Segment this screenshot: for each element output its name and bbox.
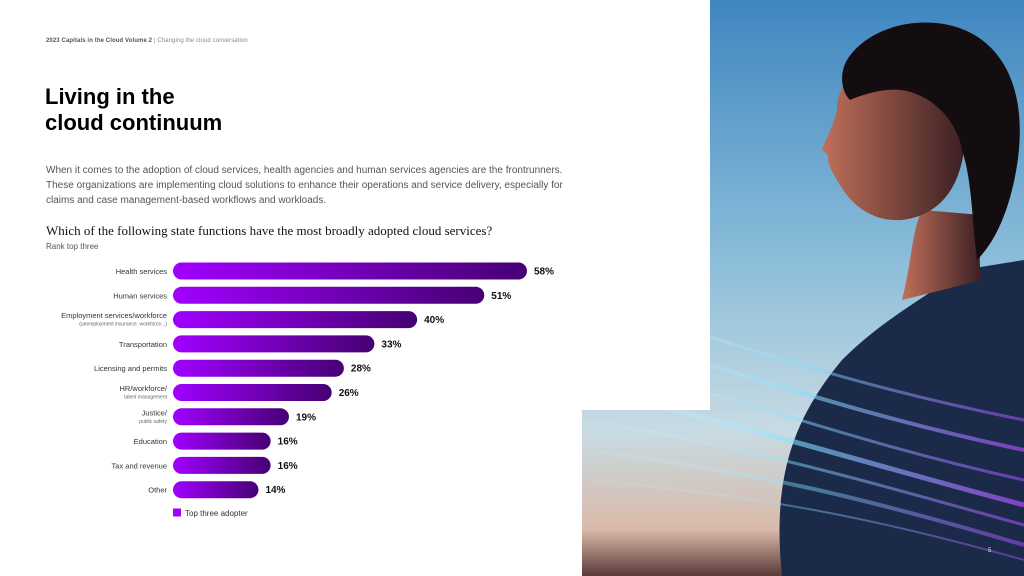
page-title-line2: cloud continuum	[45, 110, 223, 135]
value-label-4: 28%	[351, 364, 371, 375]
category-label-5-line1: talent management	[124, 395, 167, 401]
category-label-6-line1: public safety	[139, 419, 167, 425]
category-label-6-line0: Justice/	[142, 408, 168, 417]
report-subtitle: Changing the cloud conversation	[157, 38, 248, 44]
bar-3	[173, 335, 375, 353]
figure-neck	[902, 210, 982, 300]
value-label-2: 40%	[424, 315, 444, 326]
bar-5	[173, 384, 332, 401]
bar-2	[173, 311, 418, 329]
bar-8	[173, 456, 271, 474]
bar-7	[173, 432, 271, 450]
header-separator: |	[153, 38, 156, 44]
value-label-3: 33%	[381, 339, 401, 350]
legend-swatch	[173, 508, 181, 517]
value-label-1: 51%	[491, 291, 511, 302]
category-label-2-line0: Employment services/workforce	[61, 311, 167, 320]
bar-6	[173, 408, 289, 426]
category-label-3: Transportation	[119, 340, 167, 349]
value-label-9: 14%	[265, 485, 285, 496]
value-label-7: 16%	[278, 437, 298, 448]
value-label-6: 19%	[296, 412, 316, 423]
legend-label: Top three adopter	[185, 509, 248, 518]
figure-hair	[842, 22, 1020, 260]
bar-9	[173, 481, 259, 499]
bar-0	[173, 262, 527, 280]
value-label-8: 16%	[278, 461, 298, 472]
page-title-line1: Living in the	[45, 84, 175, 109]
question-note: Rank top three	[46, 242, 99, 251]
survey-question: Which of the following state functions h…	[46, 223, 493, 238]
page-title: Living in the cloud continuum	[45, 84, 222, 136]
value-label-5: 26%	[339, 388, 359, 399]
category-label-1: Human services	[113, 291, 167, 300]
bar-1	[173, 286, 485, 304]
report-header: 2023 Capitals in the Cloud Volume 2 | Ch…	[46, 38, 248, 44]
category-label-2-line1: (unemployment insurance, workforce...)	[79, 322, 167, 328]
page-number: 5	[988, 548, 992, 554]
category-label-4: Licensing and permits	[94, 364, 167, 373]
figure-face	[822, 61, 966, 221]
value-label-0: 58%	[534, 267, 554, 278]
report-title: 2023 Capitals in the Cloud Volume 2	[46, 38, 153, 44]
intro-paragraph: When it comes to the adoption of cloud s…	[46, 165, 563, 206]
category-label-5-line0: HR/workforce/	[119, 384, 167, 393]
category-label-0: Health services	[116, 267, 168, 276]
category-label-9: Other	[148, 486, 167, 495]
category-label-8: Tax and revenue	[112, 461, 167, 470]
category-label-7: Education	[134, 437, 167, 446]
bar-chart: 58% Health services 51% Human services 40% Em…	[61, 262, 554, 518]
hero-photo	[582, 0, 1024, 576]
bar-4	[173, 359, 344, 377]
